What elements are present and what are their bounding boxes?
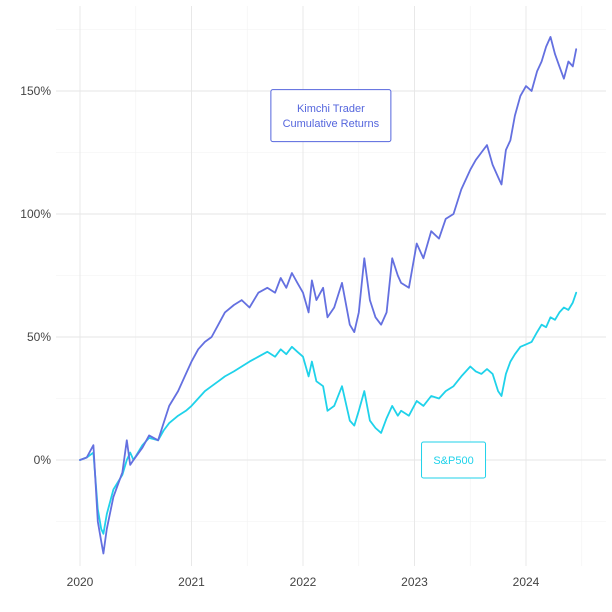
x-tick-label: 2024 (513, 575, 540, 589)
kimchi-trader-series-line (79, 36, 578, 555)
x-tick-label: 2021 (178, 575, 205, 589)
y-axis-tick-labels: 0% 50% 100% 150% (20, 84, 51, 467)
annotation-text: Cumulative Returns (283, 118, 380, 130)
x-tick-label: 2023 (401, 575, 428, 589)
sp500-series-line (79, 291, 578, 535)
annotation-box (270, 89, 392, 143)
x-tick-label: 2020 (67, 575, 94, 589)
annotation-box (421, 441, 487, 479)
y-tick-label: 150% (20, 84, 51, 98)
kimchi-trader-label: Kimchi Trader Cumulative Returns (270, 89, 392, 143)
annotation-text: Kimchi Trader (297, 103, 365, 115)
series-group (79, 36, 578, 555)
y-tick-label: 100% (20, 207, 51, 221)
x-axis-tick-labels: 2020 2021 2022 2023 2024 (67, 575, 540, 589)
annotations: Kimchi Trader Cumulative Returns S&P500 (270, 89, 487, 479)
annotation-text: S&P500 (433, 455, 473, 467)
x-tick-label: 2022 (290, 575, 317, 589)
y-tick-label: 50% (27, 330, 51, 344)
grid (56, 6, 606, 566)
y-tick-label: 0% (34, 453, 52, 467)
sp500-label: S&P500 (421, 441, 487, 479)
